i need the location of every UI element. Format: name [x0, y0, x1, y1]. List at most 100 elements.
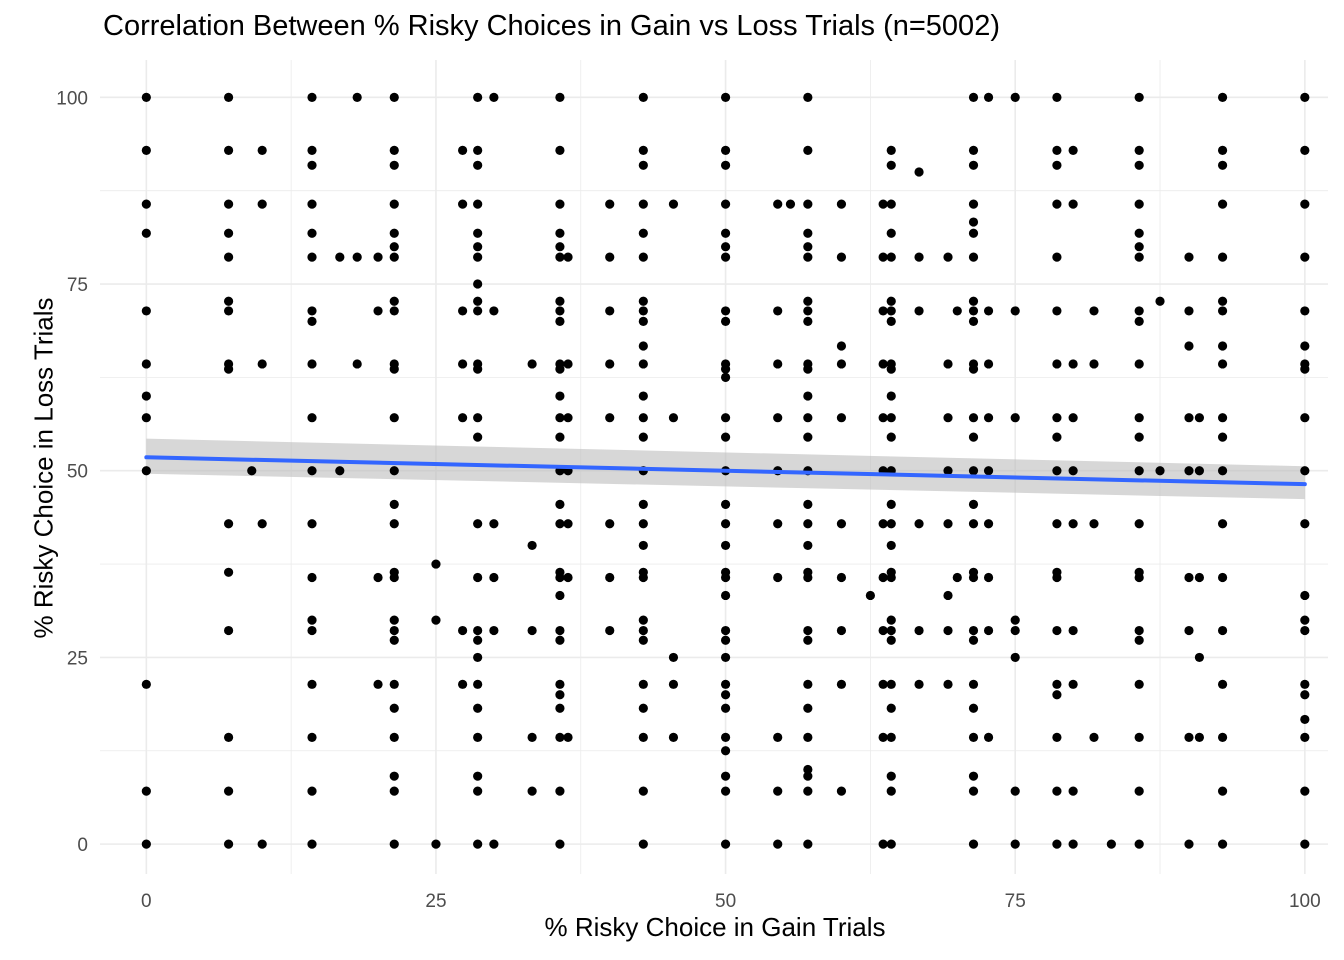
data-point — [638, 341, 648, 351]
data-point — [1184, 306, 1194, 316]
data-point — [720, 703, 731, 713]
data-point — [307, 679, 317, 689]
data-point — [836, 199, 847, 209]
data-point — [886, 160, 896, 170]
data-point — [943, 679, 953, 689]
data-point — [1184, 413, 1194, 423]
data-point — [886, 432, 896, 442]
data-point — [1155, 466, 1165, 476]
data-point — [720, 228, 731, 238]
data-point — [223, 199, 234, 209]
data-point — [1052, 466, 1062, 476]
data-point — [489, 519, 499, 529]
data-point — [1134, 306, 1144, 316]
data-point — [473, 306, 483, 316]
data-point — [1068, 199, 1078, 209]
data-point — [968, 679, 979, 689]
data-point — [555, 92, 565, 102]
data-point — [773, 199, 783, 209]
data-point — [257, 359, 267, 369]
data-point — [1217, 341, 1228, 351]
data-point — [307, 199, 317, 209]
data-point — [489, 839, 499, 849]
data-point — [555, 228, 565, 238]
x-axis-ticks: 0 25 50 75 100 — [141, 891, 1321, 912]
data-point — [943, 252, 953, 262]
data-point — [458, 359, 468, 369]
data-point — [1052, 413, 1062, 423]
data-point — [473, 786, 483, 796]
data-point — [1052, 786, 1062, 796]
data-point — [431, 839, 441, 849]
data-point — [473, 652, 483, 663]
data-point — [1134, 635, 1144, 645]
data-point — [720, 771, 731, 781]
data-point — [878, 306, 888, 316]
data-point — [257, 199, 267, 209]
data-point — [943, 466, 953, 476]
data-point — [1068, 519, 1078, 529]
data-point — [223, 92, 234, 102]
data-point — [720, 316, 731, 326]
data-point — [803, 635, 813, 645]
data-point — [307, 92, 317, 102]
data-point — [638, 199, 648, 209]
data-point — [335, 466, 345, 476]
data-point — [720, 625, 731, 636]
data-point — [720, 519, 731, 529]
data-point — [555, 499, 565, 509]
data-point — [668, 413, 679, 423]
data-point — [943, 359, 953, 369]
data-point — [952, 306, 962, 316]
x-tick-label: 25 — [425, 891, 446, 912]
data-point — [773, 572, 783, 583]
data-point — [555, 242, 565, 252]
y-tick-label: 50 — [67, 462, 88, 483]
data-point — [638, 625, 648, 636]
data-point — [141, 228, 151, 238]
data-point — [1052, 432, 1062, 442]
data-point — [1300, 625, 1310, 636]
data-point — [720, 590, 731, 601]
data-point — [1068, 679, 1078, 689]
data-point — [878, 679, 888, 689]
data-point — [638, 572, 648, 583]
data-point — [555, 786, 565, 796]
data-point — [223, 839, 234, 849]
data-point — [473, 771, 483, 781]
data-point — [803, 703, 813, 713]
data-point — [968, 252, 979, 262]
data-point — [720, 413, 731, 423]
data-point — [803, 413, 813, 423]
data-point — [307, 786, 317, 796]
data-point — [638, 703, 648, 713]
data-point — [555, 252, 565, 262]
data-point — [1134, 92, 1144, 102]
data-point — [563, 732, 573, 742]
data-point — [307, 306, 317, 316]
data-point — [803, 732, 813, 742]
data-point — [563, 359, 573, 369]
data-point — [720, 252, 731, 262]
data-point — [373, 572, 383, 583]
data-point — [389, 413, 399, 423]
data-point — [983, 359, 994, 369]
data-point — [223, 567, 234, 577]
data-point — [141, 839, 151, 849]
data-point — [1300, 590, 1310, 601]
data-point — [803, 306, 813, 316]
data-point — [389, 703, 399, 713]
data-point — [968, 316, 979, 326]
data-point — [983, 732, 994, 742]
data-point — [1300, 679, 1310, 689]
data-point — [1217, 839, 1228, 849]
data-point — [914, 252, 924, 262]
data-point — [1184, 572, 1194, 583]
data-point — [1010, 413, 1020, 423]
data-point — [307, 625, 317, 636]
data-point — [638, 252, 648, 262]
data-point — [1217, 145, 1228, 155]
data-point — [473, 228, 483, 238]
data-point — [638, 499, 648, 509]
data-point — [389, 160, 399, 170]
